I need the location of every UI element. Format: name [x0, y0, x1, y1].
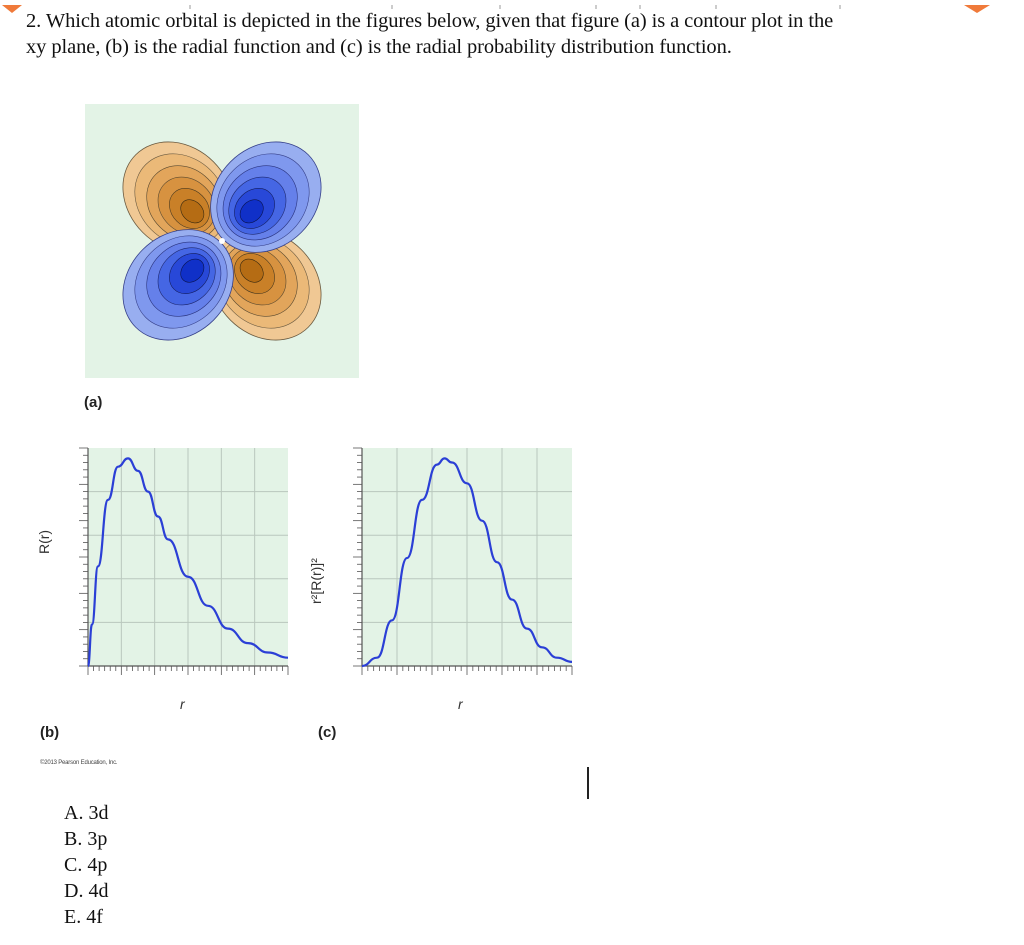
- choice-d[interactable]: D. 4d: [64, 880, 109, 902]
- radial-probability-curve: [361, 457, 573, 668]
- figure-b-ylabel: R(r): [36, 529, 52, 554]
- choice-b[interactable]: B. 3p: [64, 828, 108, 850]
- lobe-upper-right: [210, 141, 322, 253]
- copyright-note: ©2013 Pearson Education, Inc.: [40, 760, 118, 766]
- lobe-upper-left: [122, 141, 234, 253]
- radial-function-plot: [79, 447, 289, 675]
- question-text: 2. Which atomic orbital is depicted in t…: [26, 8, 986, 60]
- radial-probability-plot: [353, 447, 573, 675]
- lobe-lower-left: [122, 229, 234, 341]
- nucleus-node: [219, 238, 225, 244]
- choice-e[interactable]: E. 4f: [64, 906, 103, 928]
- figure-c-xlabel: r: [458, 696, 463, 712]
- choice-a[interactable]: A. 3d: [64, 802, 109, 824]
- answer-choices: A. 3d B. 3p C. 4p D. 4d E. 4f: [64, 800, 108, 930]
- figure-c-label: (c): [318, 724, 337, 741]
- figure-c-ylabel: r²[R(r)]²: [308, 558, 324, 604]
- question-line-2: xy plane, (b) is the radial function and…: [26, 36, 732, 58]
- text-cursor: [587, 767, 589, 799]
- choice-c[interactable]: C. 4p: [64, 854, 108, 876]
- orbital-contour-plot: [85, 104, 359, 378]
- radial-function-curve: [86, 457, 289, 668]
- figure-a-label: (a): [84, 394, 103, 411]
- top-markers: [2, 5, 990, 13]
- figure-b-label: (b): [40, 724, 60, 741]
- question-line-1: 2. Which atomic orbital is depicted in t…: [26, 10, 834, 32]
- lobe-lower-right: [210, 229, 322, 341]
- contour-svg: [122, 141, 322, 341]
- figure-b-xlabel: r: [180, 696, 185, 712]
- top-window-edge: [0, 0, 1024, 13]
